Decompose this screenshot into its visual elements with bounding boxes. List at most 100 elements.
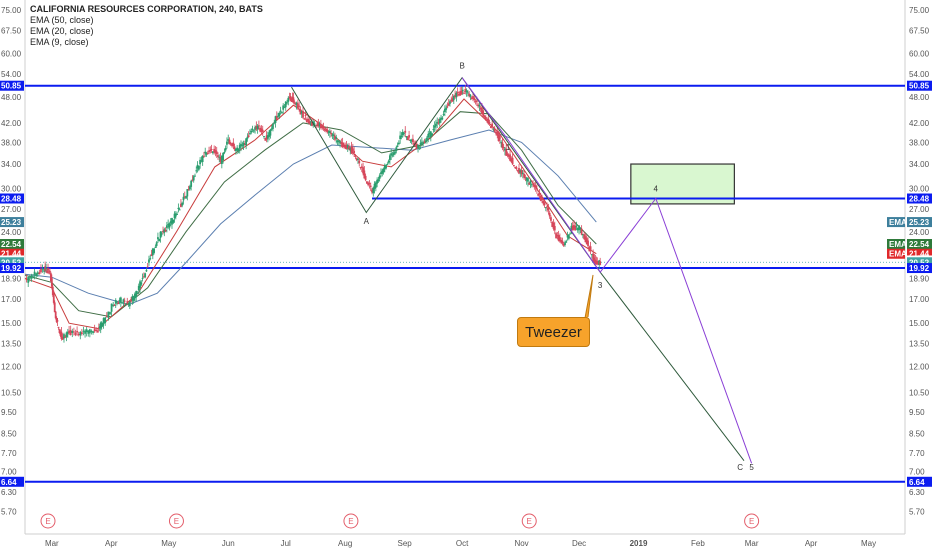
y-tick-left: 18.90: [1, 274, 22, 283]
legend-ema20[interactable]: EMA (20, close): [30, 26, 94, 36]
candle-body: [589, 246, 592, 252]
tweezer-callout[interactable]: Tweezer: [517, 317, 590, 347]
candle-body: [313, 123, 316, 125]
candle-body: [533, 184, 536, 187]
candle-body: [254, 127, 256, 130]
candle-body: [159, 231, 162, 238]
wave-label: 1: [506, 143, 511, 152]
candle-body: [409, 139, 412, 141]
price-tag-left-text: 20.52: [1, 258, 22, 267]
candle-body: [474, 100, 477, 102]
candle-body: [325, 130, 327, 132]
candle-body: [435, 123, 437, 127]
candle-body: [404, 130, 407, 133]
x-tick: Oct: [456, 539, 469, 548]
candle-body: [396, 145, 399, 147]
candle-body: [245, 138, 248, 146]
candle-body: [535, 188, 538, 190]
candle-body: [47, 268, 49, 271]
candle-body: [213, 148, 216, 152]
candle-body: [180, 203, 182, 208]
candle-body: [204, 151, 207, 154]
candle-body: [214, 150, 217, 154]
candle-body: [565, 241, 568, 243]
candle-body: [389, 155, 391, 161]
candle-body: [233, 146, 236, 150]
legend-ema50[interactable]: EMA (50, close): [30, 15, 94, 25]
candle-body: [574, 226, 577, 231]
candle-body: [360, 166, 363, 168]
target-zone[interactable]: [630, 163, 735, 205]
candle-body: [293, 101, 296, 103]
candle-body: [218, 156, 221, 158]
candle-body: [391, 154, 394, 156]
candle-body: [351, 148, 354, 151]
candle-body: [446, 106, 449, 108]
y-tick-left: 12.00: [1, 363, 22, 372]
candle-body: [321, 126, 324, 128]
candle-body: [341, 142, 344, 147]
y-tick-right: 38.00: [909, 138, 930, 147]
candle-body: [186, 189, 189, 197]
candle-body: [580, 228, 583, 235]
candle-body: [192, 176, 195, 181]
candle-body: [201, 155, 204, 163]
candle-body: [101, 323, 104, 326]
earnings-marker: [168, 513, 184, 529]
candle-body: [278, 112, 281, 117]
candle-body: [588, 246, 591, 252]
candle-body: [397, 142, 400, 145]
candle-body: [257, 125, 260, 127]
candle-body: [353, 150, 356, 154]
candle-body: [552, 222, 555, 229]
candle-body: [519, 170, 522, 173]
x-tick: Mar: [45, 539, 59, 548]
candle-body: [96, 330, 99, 333]
candle-body: [346, 145, 349, 148]
horizontal-levels[interactable]: [25, 84, 905, 483]
candle-body: [334, 136, 336, 140]
candle-body: [259, 127, 262, 132]
candle-body: [335, 137, 338, 139]
candle-body: [576, 227, 579, 231]
price-tag-left-text: 6.64: [1, 478, 17, 487]
candle-body: [363, 170, 366, 179]
candle-body: [587, 240, 589, 246]
candle-body: [302, 111, 304, 118]
candle-body: [406, 137, 409, 141]
x-tick: May: [161, 539, 176, 548]
legend-ema9[interactable]: EMA (9, close): [30, 37, 89, 47]
time-axis: Mar Apr May Jun Jul Aug Sep Oct Nov Dec 2019 Feb Mar…: [45, 539, 876, 548]
candle-body: [541, 197, 543, 201]
candle-body: [491, 123, 494, 128]
candle-body: [158, 238, 161, 242]
y-tick-right: 67.50: [909, 27, 930, 36]
price-tag-left-text: 25.23: [1, 218, 22, 227]
candle-body: [292, 97, 295, 103]
earnings-marker: [343, 513, 359, 529]
candle-body: [395, 147, 398, 151]
candle-body: [123, 300, 126, 302]
candle-body: [282, 105, 285, 110]
y-tick-right: 27.00: [909, 205, 930, 214]
price-tag-right-text: 19.92: [909, 264, 930, 273]
candle-body: [473, 97, 476, 100]
candle-body: [596, 260, 599, 265]
candle-body: [176, 213, 178, 215]
candle-body: [173, 213, 176, 219]
ema9-line: [24, 98, 597, 330]
candle-body: [505, 148, 508, 156]
candle-body: [132, 296, 135, 301]
candle-body: [266, 135, 269, 139]
ema-lines: [24, 98, 597, 330]
candle-body: [226, 141, 228, 145]
wave-projections[interactable]: [291, 76, 753, 464]
candle-body: [59, 331, 62, 336]
candle-body: [559, 237, 561, 242]
y-tick-left: 75.00: [1, 6, 22, 15]
candle-body: [168, 223, 171, 228]
price-tag-right: [907, 193, 932, 204]
candle-body: [529, 180, 532, 184]
